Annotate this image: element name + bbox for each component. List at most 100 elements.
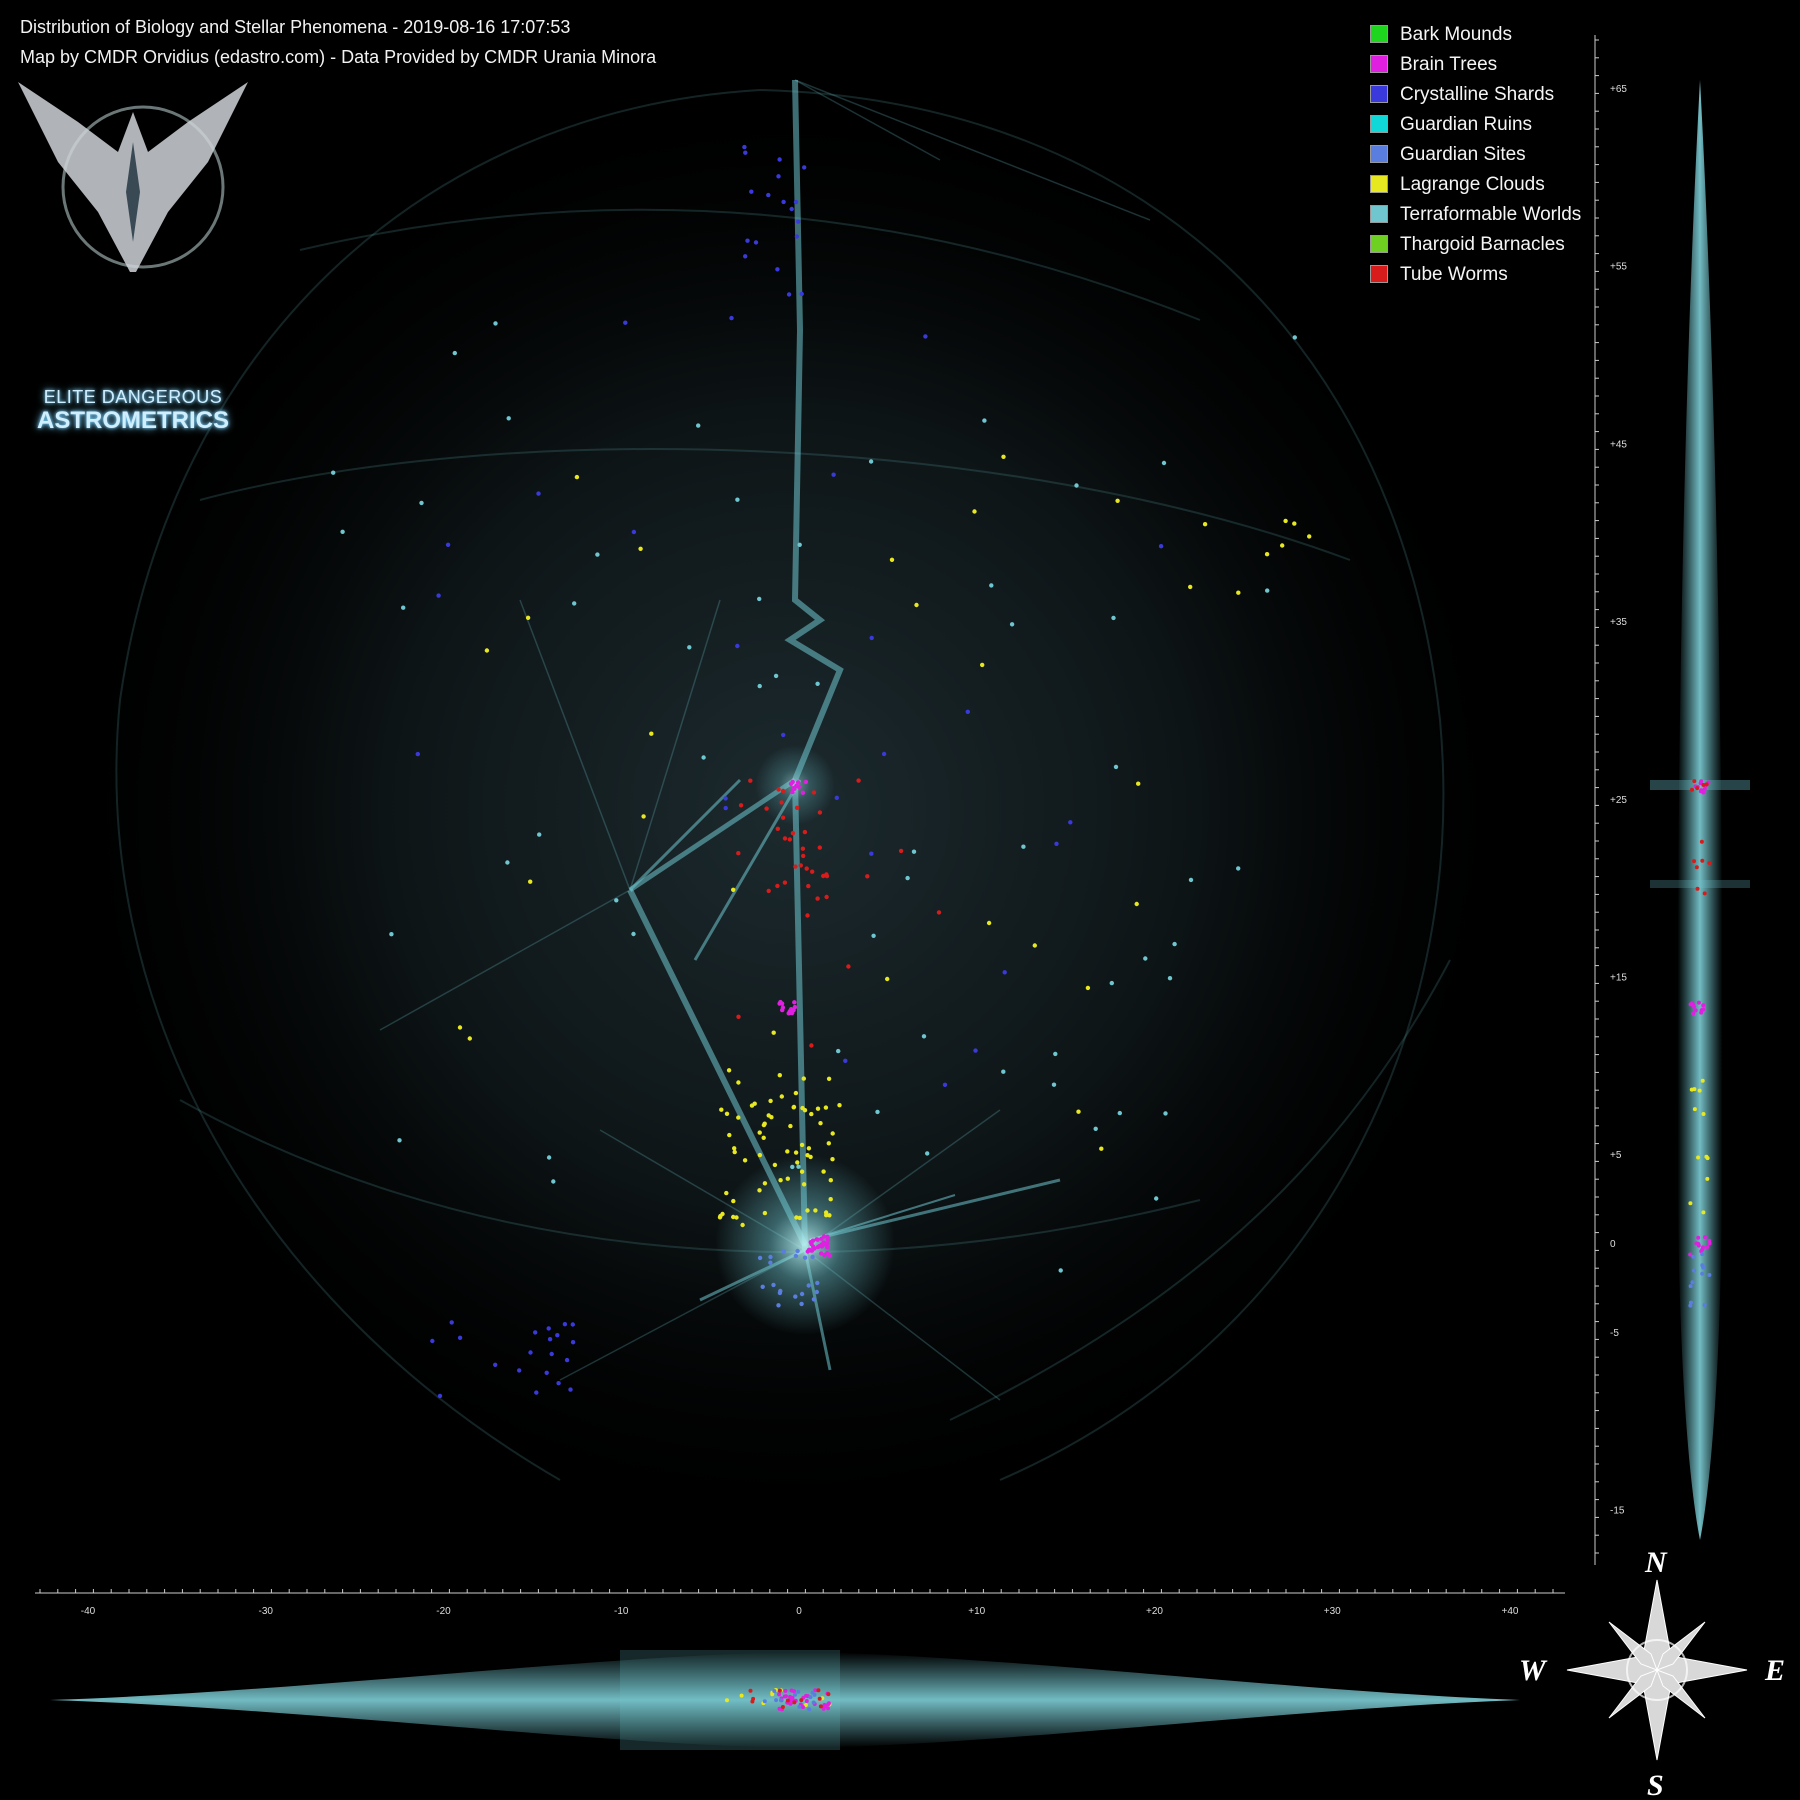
feature-marker xyxy=(843,1058,848,1064)
feature-marker xyxy=(641,814,646,819)
bottom-view-marker xyxy=(800,1705,805,1710)
feature-marker xyxy=(811,1297,817,1302)
compass-n: N xyxy=(1644,1546,1668,1579)
feature-marker xyxy=(1280,543,1285,548)
x-tick-label: +20 xyxy=(1146,1606,1163,1617)
bottom-view-marker xyxy=(810,1690,815,1695)
feature-marker xyxy=(430,1338,435,1344)
feature-marker xyxy=(574,474,580,480)
feature-marker xyxy=(869,851,874,856)
feature-marker xyxy=(735,497,740,502)
feature-marker xyxy=(732,1146,737,1151)
feature-marker xyxy=(1117,1110,1123,1116)
feature-marker xyxy=(419,500,424,506)
side-view-marker xyxy=(1701,1210,1706,1215)
feature-marker xyxy=(989,583,994,588)
feature-marker xyxy=(772,1162,778,1168)
side-view-marker xyxy=(1702,891,1707,896)
x-tick-label: -20 xyxy=(436,1606,451,1617)
feature-marker xyxy=(749,189,754,194)
feature-marker xyxy=(534,1390,539,1395)
feature-marker xyxy=(1283,518,1288,524)
feature-marker xyxy=(789,206,794,212)
side-view-marker xyxy=(1688,1284,1693,1289)
feature-marker xyxy=(823,1105,829,1110)
bottom-view-marker xyxy=(799,1698,804,1703)
feature-marker xyxy=(738,803,744,808)
feature-marker xyxy=(780,788,786,794)
feature-marker xyxy=(701,755,706,760)
feature-marker xyxy=(800,1105,805,1111)
logo-line1: ELITE DANGEROUS xyxy=(43,387,223,407)
feature-marker xyxy=(889,557,895,562)
feature-marker xyxy=(753,240,759,245)
feature-marker xyxy=(457,1025,463,1030)
side-view-marker xyxy=(1695,886,1700,891)
side-view-marker xyxy=(1696,1155,1701,1160)
feature-marker xyxy=(868,459,874,464)
feature-marker xyxy=(781,1249,786,1254)
feature-marker xyxy=(723,805,728,811)
feature-marker xyxy=(827,1253,832,1259)
feature-marker xyxy=(493,321,498,326)
map-title: Distribution of Biology and Stellar Phen… xyxy=(20,17,571,37)
feature-marker xyxy=(437,1393,443,1399)
feature-marker xyxy=(1021,844,1026,849)
feature-marker xyxy=(723,796,728,801)
feature-marker xyxy=(819,1242,824,1247)
legend-swatch xyxy=(1370,145,1388,163)
legend-label: Guardian Ruins xyxy=(1400,114,1533,135)
feature-marker xyxy=(800,790,806,795)
feature-marker xyxy=(649,731,654,736)
bottom-view-marker xyxy=(808,1695,813,1700)
legend-item: Guardian Sites xyxy=(1370,142,1610,172)
feature-marker xyxy=(836,1048,841,1054)
side-view-marker xyxy=(1692,1268,1697,1273)
feature-marker xyxy=(819,1251,824,1256)
feature-marker xyxy=(743,254,748,259)
feature-marker xyxy=(564,1357,570,1363)
feature-marker xyxy=(881,751,887,757)
feature-marker xyxy=(798,863,803,868)
feature-marker xyxy=(1134,901,1139,907)
bottom-view-marker xyxy=(777,1706,782,1711)
feature-marker xyxy=(757,1188,762,1193)
feature-marker xyxy=(814,1289,819,1295)
feature-marker xyxy=(727,1132,732,1138)
y-tick-label: +35 xyxy=(1610,617,1627,628)
side-view-marker xyxy=(1700,1078,1705,1083)
x-tick-label: -40 xyxy=(81,1606,96,1617)
feature-marker xyxy=(546,1326,551,1331)
feature-marker xyxy=(776,174,781,179)
feature-marker xyxy=(1032,943,1038,948)
legend-item: Brain Trees xyxy=(1370,52,1610,82)
bottom-view-marker xyxy=(772,1689,777,1693)
feature-marker xyxy=(389,932,394,937)
feature-marker xyxy=(814,1237,819,1242)
y-tick-label: +5 xyxy=(1610,1150,1622,1161)
feature-marker xyxy=(766,192,771,198)
feature-marker xyxy=(764,806,769,811)
side-view-marker xyxy=(1690,1280,1695,1285)
feature-marker xyxy=(768,1254,773,1260)
feature-marker xyxy=(1292,335,1298,340)
bottom-view-marker xyxy=(816,1688,821,1693)
feature-marker xyxy=(555,1333,560,1338)
feature-marker xyxy=(1093,1126,1098,1132)
feature-marker xyxy=(803,779,809,785)
legend-label: Tube Worms xyxy=(1400,264,1508,285)
feature-marker xyxy=(1076,1109,1081,1114)
feature-marker xyxy=(796,1164,801,1169)
feature-marker xyxy=(815,896,820,901)
feature-marker xyxy=(623,320,628,325)
bottom-view-marker xyxy=(818,1704,823,1709)
feature-marker xyxy=(340,529,345,534)
feature-marker xyxy=(794,1215,799,1220)
y-tick-label: +15 xyxy=(1610,972,1627,983)
bottom-view-marker xyxy=(739,1693,744,1698)
feature-marker xyxy=(846,964,851,969)
feature-marker xyxy=(787,1009,792,1014)
bottom-view-marker xyxy=(804,1699,809,1703)
feature-marker xyxy=(1054,841,1059,846)
